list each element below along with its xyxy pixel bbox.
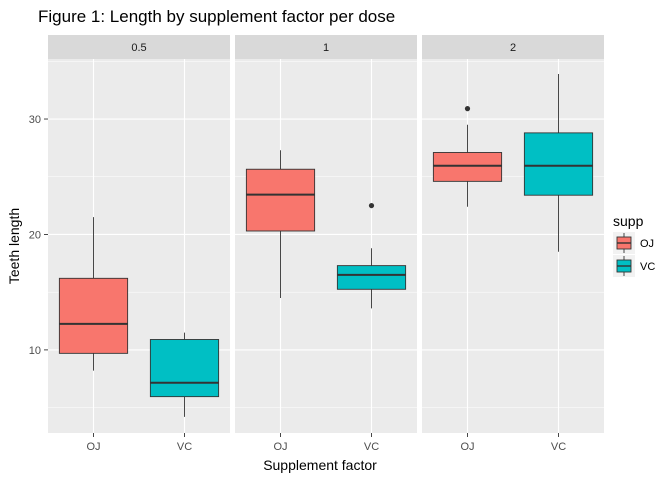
y-tick-label: 30 [29, 114, 41, 126]
legend-title: supp [613, 213, 644, 229]
box [58, 277, 129, 354]
x-tick-label: VC [551, 441, 566, 453]
outlier-point [368, 202, 375, 209]
boxplot-0.5-VC [149, 332, 220, 417]
facet-strip [48, 35, 230, 59]
facet-panel-2: 2 OJ VC [422, 35, 604, 453]
facet-strip-label: 1 [323, 42, 329, 54]
legend-label: OJ [640, 238, 654, 250]
box [523, 132, 594, 196]
facet-strip [422, 35, 604, 59]
facet-strip [235, 35, 417, 59]
x-tick-label: VC [177, 441, 192, 453]
legend-key-VC: VC [613, 255, 655, 277]
legend-label: VC [640, 261, 655, 273]
chart-title: Figure 1: Length by supplement factor pe… [38, 7, 395, 26]
y-axis: 10 20 30 [29, 114, 48, 357]
x-tick-label: OJ [273, 441, 287, 453]
legend-key-OJ: OJ [613, 232, 654, 254]
outlier-point [464, 106, 471, 112]
facet-panel-1: 1 OJ VC [235, 35, 417, 453]
boxplot-2-VC [523, 74, 594, 252]
box [245, 168, 316, 232]
y-tick-label: 20 [29, 229, 41, 241]
box [336, 265, 407, 290]
box [432, 152, 503, 182]
facet-strip-label: 0.5 [131, 42, 146, 54]
boxplot-2-OJ [432, 106, 503, 207]
box [149, 339, 220, 398]
facet-strip-label: 2 [510, 42, 516, 54]
y-tick-label: 10 [29, 345, 41, 357]
x-tick-label: VC [364, 441, 379, 453]
legend: supp OJ VC [613, 213, 655, 277]
x-tick-label: OJ [460, 441, 474, 453]
panel-background [422, 59, 604, 433]
boxplot-1-VC [336, 202, 407, 309]
facet-panel-0.5: 0.5 OJ VC [48, 35, 230, 453]
y-axis-title: Teeth length [6, 208, 22, 284]
legend-keys: OJ VC [613, 232, 655, 277]
boxplot-0.5-OJ [58, 217, 129, 371]
x-tick-label: OJ [86, 441, 100, 453]
x-axis-title: Supplement factor [263, 457, 377, 473]
boxplot-1-OJ [245, 150, 316, 298]
facet-panels: 0.5 OJ VC 1 OJ VC 2 OJ VC [48, 35, 604, 453]
panel-background [235, 59, 417, 433]
